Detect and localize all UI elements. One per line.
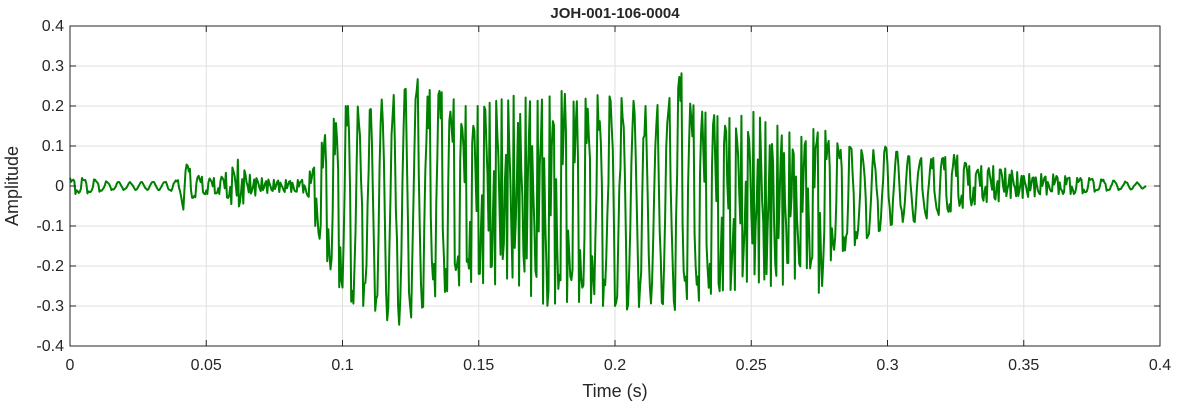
y-tick-label: 0.4 [42, 18, 64, 35]
x-tick-label: 0.3 [876, 357, 898, 374]
x-tick-label: 0.1 [331, 357, 353, 374]
x-tick-label: 0.25 [736, 357, 767, 374]
x-tick-label: 0.15 [463, 357, 494, 374]
x-tick-label: 0 [66, 357, 75, 374]
y-tick-label: -0.4 [36, 338, 64, 355]
x-tick-label: 0.05 [191, 357, 222, 374]
y-tick-label: 0 [55, 178, 64, 195]
waveform-series [69, 72, 1147, 326]
y-tick-label: -0.2 [36, 258, 64, 275]
waveform-line [69, 72, 1147, 326]
y-tick-label: 0.3 [42, 58, 64, 75]
x-tick-label: 0.35 [1008, 357, 1039, 374]
y-tick-label: 0.2 [42, 98, 64, 115]
y-tick-label: -0.3 [36, 298, 64, 315]
y-tick-label: 0.1 [42, 138, 64, 155]
y-axis-label: Amplitude [2, 146, 22, 226]
y-tick-label: -0.1 [36, 218, 64, 235]
chart-title: JOH-001-106-0004 [550, 5, 680, 22]
x-axis-label: Time (s) [582, 381, 647, 401]
x-tick-label: 0.4 [1149, 357, 1171, 374]
x-tick-label: 0.2 [604, 357, 626, 374]
axis-ticks: 0 0.05 0.1 0.15 0.2 0.25 0.3 0.35 0.4 -0.4 -0.3 -0.… [36, 18, 1171, 374]
